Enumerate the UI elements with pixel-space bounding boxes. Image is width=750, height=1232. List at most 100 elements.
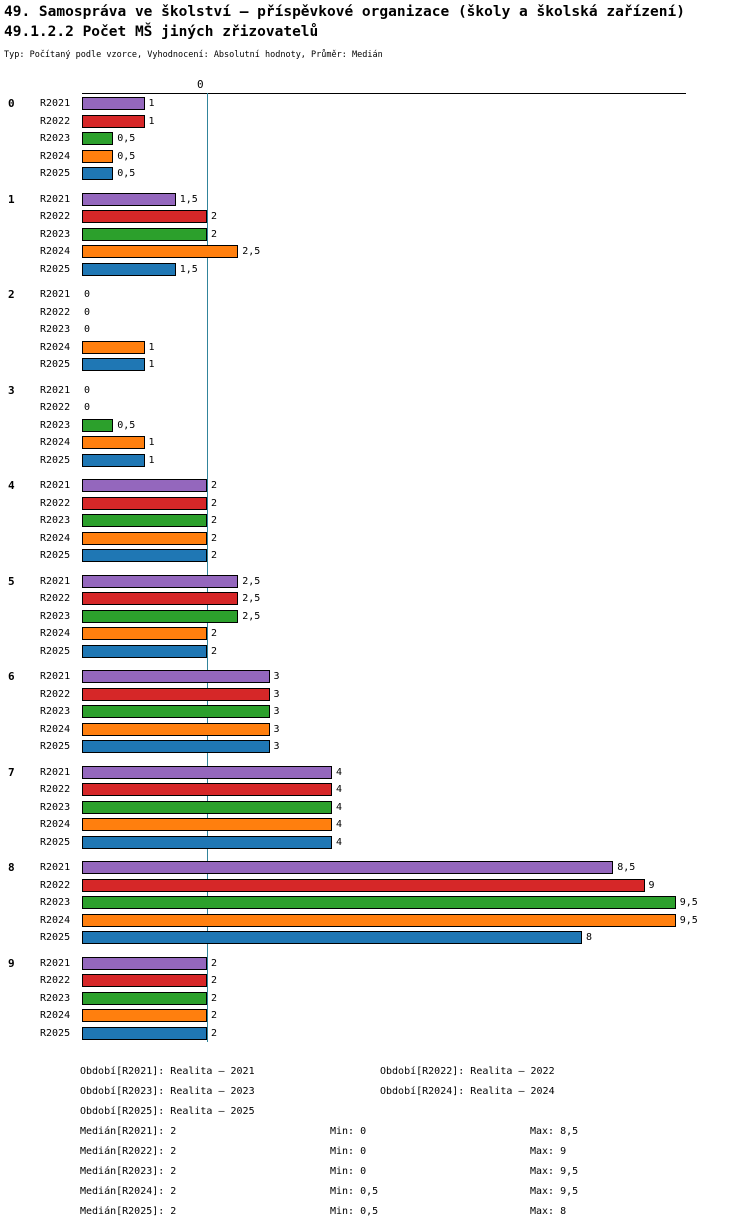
series-row-label: R2021: [40, 98, 71, 109]
series-row-label: R2024: [40, 341, 71, 353]
stat-max-label: Max: 8: [530, 1206, 567, 1217]
bar-R2024: [82, 913, 676, 927]
value-label: 2: [211, 1027, 218, 1039]
bar-R2025: [82, 167, 114, 180]
group-label: 6: [8, 670, 15, 683]
value-label: 0: [84, 324, 91, 335]
value-label: 1: [148, 115, 155, 127]
value-label: 2: [211, 957, 218, 969]
group-label: 0: [8, 97, 15, 110]
series-row-label: R2022: [40, 688, 71, 700]
value-label: 8,5: [617, 862, 636, 873]
stat-max-label: Max: 9: [530, 1146, 567, 1157]
value-label: 1: [148, 98, 155, 109]
series-row-label: R2024: [40, 532, 71, 544]
series-row-label: R2023: [40, 515, 71, 526]
bar-R2023: [82, 991, 207, 1005]
value-label: 2: [211, 992, 218, 1004]
period-legend-item: Období[R2023]: Realita – 2023: [80, 1086, 255, 1097]
bar-R2024: [82, 818, 332, 831]
series-row-label: R2022: [40, 402, 71, 413]
series-row-label: R2022: [40, 497, 71, 509]
value-label: 1: [148, 359, 155, 370]
legend-footer: Období[R2021]: Realita – 2021 Období[R202…: [80, 1062, 740, 1222]
value-label: 4: [336, 784, 343, 795]
series-row-label: R2023: [40, 610, 71, 622]
series-row-label: R2023: [40, 897, 71, 908]
value-label: 0,5: [117, 133, 136, 144]
series-row-label: R2025: [40, 263, 71, 275]
value-label: 0: [84, 402, 91, 413]
bar-R2023: [82, 418, 114, 432]
stat-median-label: Medián[R2021]: 2: [80, 1126, 177, 1137]
series-row-label: R2025: [40, 1027, 71, 1039]
bar-R2025: [82, 644, 207, 658]
series-row-label: R2022: [40, 306, 71, 318]
group-label: 7: [8, 765, 15, 779]
bar-R2022: [82, 592, 239, 605]
series-row-label: R2024: [40, 150, 71, 162]
series-row-label: R2025: [40, 836, 71, 848]
series-row-label: R2025: [40, 359, 71, 370]
value-label: 2: [211, 628, 218, 639]
period-legend-item: Období[R2024]: Realita – 2024: [380, 1086, 555, 1097]
bar-R2024: [82, 627, 207, 640]
bar-R2023: [82, 609, 239, 623]
group-label: 1: [8, 192, 15, 206]
value-label: 0,5: [117, 419, 136, 431]
stat-median-label: Medián[R2023]: 2: [80, 1166, 177, 1177]
bar-R2025: [82, 835, 332, 849]
value-label: 0,5: [117, 150, 136, 162]
value-label: 2: [211, 211, 218, 222]
bar-R2023: [82, 705, 270, 718]
series-row-label: R2021: [40, 384, 71, 396]
series-row-label: R2021: [40, 766, 71, 778]
value-label: 1: [148, 437, 155, 448]
bar-R2025: [82, 262, 176, 276]
stats-legend: Medián[R2021]: 2 Min: 0 Max: 8,5 Medián[R20…: [80, 1122, 740, 1222]
series-row-label: R2024: [40, 723, 71, 735]
value-label: 0: [84, 306, 91, 318]
series-row-label: R2021: [40, 575, 71, 587]
series-row-label: R2025: [40, 454, 71, 466]
series-row-label: R2021: [40, 957, 71, 969]
series-row-label: R2024: [40, 1010, 71, 1021]
series-row-label: R2021: [40, 480, 71, 491]
series-row-label: R2024: [40, 246, 71, 257]
value-label: 2: [211, 497, 218, 509]
stat-max-label: Max: 9,5: [530, 1186, 579, 1197]
stat-max-label: Max: 9,5: [530, 1166, 579, 1177]
group-label: 9: [8, 956, 15, 970]
value-label: 2: [211, 515, 218, 526]
value-label: 4: [336, 819, 343, 830]
value-label: 0: [84, 289, 91, 300]
bar-R2021: [82, 574, 239, 588]
group-label: 8: [8, 861, 15, 874]
series-row-label: R2023: [40, 324, 71, 335]
stat-min-label: Min: 0: [330, 1166, 367, 1177]
stats-row: Medián[R2023]: 2 Min: 0 Max: 9,5: [80, 1162, 740, 1182]
bar-R2024: [82, 1009, 207, 1022]
bar-R2021: [82, 765, 332, 779]
bar-R2022: [82, 878, 645, 892]
axis-top-label: 0: [197, 78, 204, 91]
value-label: 2,5: [242, 575, 261, 587]
bar-R2024: [82, 149, 114, 163]
period-legend-item: Období[R2021]: Realita – 2021: [80, 1066, 255, 1077]
series-row-label: R2024: [40, 628, 71, 639]
series-row-label: R2021: [40, 289, 71, 300]
stat-median-label: Medián[R2025]: 2: [80, 1206, 177, 1217]
value-label: 3: [273, 706, 280, 717]
value-label: 1: [148, 454, 155, 466]
bar-R2022: [82, 783, 332, 796]
bar-R2024: [82, 245, 239, 258]
series-row-label: R2023: [40, 133, 71, 144]
stat-min-label: Min: 0: [330, 1126, 367, 1137]
bar-R2022: [82, 210, 207, 223]
series-row-label: R2022: [40, 975, 71, 986]
series-row-label: R2021: [40, 671, 71, 682]
value-label: 4: [336, 801, 343, 813]
bar-R2023: [82, 132, 114, 145]
report-subtitle: 49.1.2.2 Počet MŠ jiných zřizovatelů: [4, 24, 319, 40]
value-label: 3: [273, 723, 280, 735]
